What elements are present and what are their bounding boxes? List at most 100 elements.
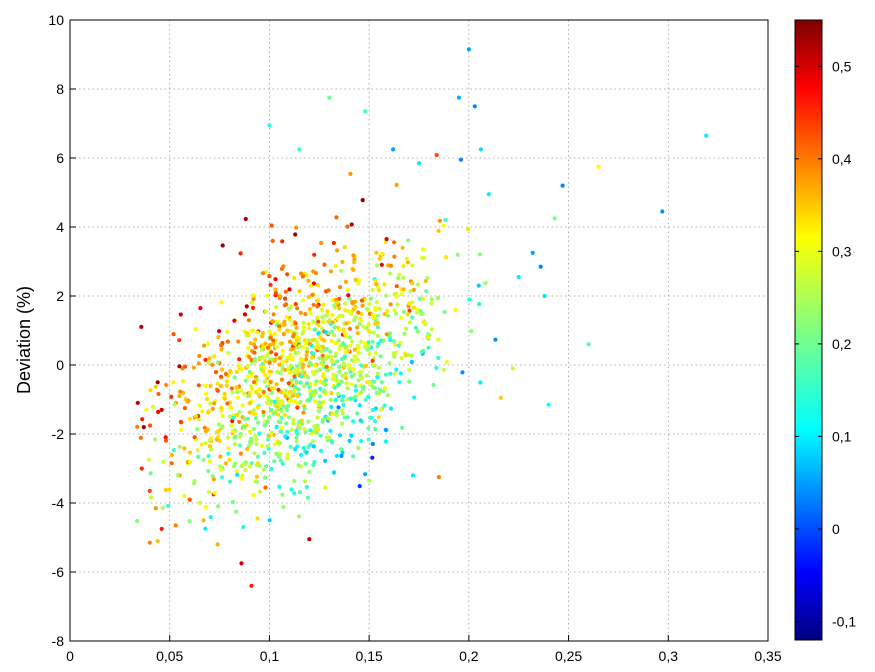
scatter-point: [235, 472, 240, 477]
scatter-point: [156, 409, 161, 414]
scatter-point: [196, 454, 201, 459]
scatter-point: [238, 434, 243, 439]
scatter-point: [382, 386, 388, 391]
scatter-point: [415, 307, 420, 312]
scatter-point: [308, 388, 313, 393]
y-tick-label: -4: [52, 495, 65, 511]
scatter-point: [286, 415, 291, 420]
scatter-point: [182, 406, 187, 411]
scatter-point: [220, 243, 225, 248]
scatter-point: [347, 326, 353, 331]
scatter-point: [266, 437, 271, 442]
scatter-point: [210, 406, 215, 411]
scatter-point: [310, 439, 315, 444]
scatter-point: [373, 406, 378, 411]
scatter-point: [284, 314, 289, 320]
scatter-point: [307, 307, 312, 312]
scatter-point: [289, 427, 294, 433]
scatter-point: [250, 305, 256, 310]
scatter-point: [177, 393, 182, 399]
scatter-point: [426, 345, 431, 350]
scatter-point: [441, 367, 447, 372]
scatter-point: [368, 415, 373, 420]
scatter-point: [277, 293, 282, 298]
scatter-point: [196, 417, 202, 422]
scatter-point: [344, 321, 349, 326]
scatter-point: [382, 403, 387, 408]
scatter-point: [352, 354, 357, 359]
scatter-point: [226, 435, 231, 440]
scatter-point: [341, 394, 346, 399]
scatter-point: [218, 467, 224, 472]
scatter-point: [272, 331, 278, 337]
scatter-point: [435, 296, 440, 301]
scatter-point: [330, 312, 335, 317]
scatter-point: [478, 380, 483, 385]
scatter-point: [234, 509, 239, 514]
scatter-point: [399, 292, 404, 297]
scatter-point: [410, 473, 416, 478]
scatter-point: [242, 391, 247, 396]
scatter-point: [365, 347, 370, 352]
scatter-point: [259, 347, 264, 352]
scatter-point: [282, 319, 287, 324]
scatter-point: [203, 441, 208, 446]
scatter-point: [335, 378, 340, 384]
scatter-point: [321, 302, 326, 307]
scatter-point: [301, 410, 306, 415]
scatter-point: [267, 434, 272, 439]
scatter-point: [212, 490, 217, 495]
scatter-point: [270, 238, 275, 243]
y-tick-label: 6: [56, 150, 64, 166]
scatter-point: [310, 431, 315, 436]
scatter-point: [420, 311, 425, 316]
scatter-point: [265, 394, 270, 399]
scatter-point: [314, 430, 319, 435]
scatter-point: [164, 382, 169, 388]
scatter-point: [275, 319, 280, 324]
scatter-point: [425, 276, 430, 281]
scatter-point: [139, 324, 144, 329]
x-tick-label: 0,3: [659, 648, 679, 664]
scatter-point: [357, 484, 362, 489]
scatter-point: [400, 276, 405, 281]
scatter-point: [437, 218, 442, 223]
scatter-point: [356, 378, 361, 383]
scatter-point: [135, 518, 140, 524]
scatter-point: [155, 538, 160, 544]
scatter-point: [192, 435, 197, 440]
scatter-point: [229, 423, 234, 428]
scatter-point: [400, 425, 405, 430]
scatter-point: [272, 442, 277, 447]
scatter-point: [293, 388, 298, 393]
scatter-point: [295, 444, 300, 449]
scatter-point: [287, 287, 292, 292]
scatter-point: [305, 346, 310, 351]
scatter-point: [379, 251, 384, 256]
scatter-point: [318, 448, 324, 453]
scatter-point: [238, 251, 243, 256]
scatter-point: [254, 437, 259, 442]
scatter-point: [329, 438, 334, 444]
scatter-point: [299, 418, 304, 423]
scatter-point: [334, 453, 339, 458]
scatter-point: [320, 314, 325, 319]
scatter-point: [273, 277, 278, 282]
scatter-point: [371, 330, 376, 335]
scatter-point: [302, 338, 307, 343]
scatter-point: [249, 300, 255, 305]
scatter-point: [299, 374, 304, 379]
scatter-point: [321, 417, 326, 422]
scatter-point: [472, 104, 477, 109]
scatter-point: [596, 164, 601, 169]
scatter-point: [331, 470, 337, 475]
scatter-point: [149, 495, 154, 500]
scatter-point: [295, 367, 300, 372]
scatter-point: [245, 394, 250, 399]
scatter-point: [292, 370, 297, 375]
scatter-point: [284, 302, 289, 307]
scatter-point: [175, 473, 180, 478]
scatter-point: [302, 384, 307, 389]
colorbar-tick-label: 0,3: [832, 243, 852, 259]
scatter-point: [341, 361, 346, 366]
